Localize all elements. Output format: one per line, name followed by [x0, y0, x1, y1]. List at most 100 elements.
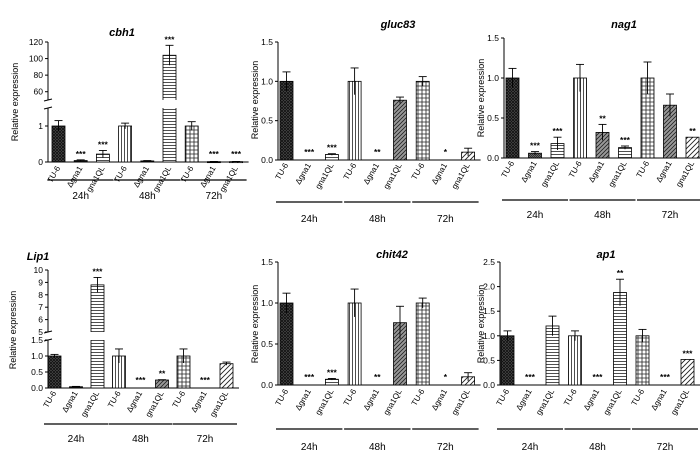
- x-tick-label: Δgna1: [587, 159, 607, 184]
- bar: [279, 80, 294, 161]
- x-tick-label: gna1QL: [218, 164, 240, 194]
- y-axis-label: Relative expression: [476, 285, 486, 364]
- group-label: 24h: [527, 210, 544, 221]
- y-tick-label: 9: [38, 277, 43, 287]
- x-tick-label: Δgna1: [654, 159, 674, 184]
- y-tick-label: 1.5: [31, 335, 43, 345]
- y-tick-label: 1.0: [31, 351, 43, 361]
- y-tick-label: 80: [34, 70, 44, 80]
- x-tick-label: TU-6: [630, 387, 647, 407]
- significance-label: ***: [327, 143, 338, 153]
- y-tick-label: 0.0: [261, 380, 273, 390]
- x-tick-label: Δgna1: [132, 164, 152, 189]
- x-tick-label: Δgna1: [294, 387, 314, 412]
- group-label: 48h: [369, 442, 386, 453]
- group-label: 24h: [522, 442, 539, 453]
- x-tick-label: Δgna1: [362, 387, 382, 412]
- chart-panel-ap1: ap1 Relative expression 0.0 0.5 1.0 1.5 2.0 2.5…: [476, 249, 700, 453]
- x-tick-label: Δgna1: [514, 387, 534, 412]
- y-tick-label: 1.0: [261, 298, 273, 308]
- bar: [47, 355, 62, 389]
- group-label: 24h: [301, 214, 318, 225]
- significance-label: ***: [209, 149, 220, 159]
- bar: [568, 335, 582, 386]
- x-tick-label: TU-6: [495, 387, 512, 407]
- x-tick-label: TU-6: [562, 387, 579, 407]
- significance-label: ***: [93, 266, 104, 276]
- significance-label: ***: [165, 34, 176, 44]
- significance-label: **: [689, 126, 696, 136]
- y-tick-label: 0.0: [483, 380, 495, 390]
- y-tick-label: 1.5: [483, 306, 495, 316]
- group-label: 72h: [662, 210, 679, 221]
- y-tick-label: 0.5: [483, 355, 495, 365]
- x-tick-label: gna1QL: [534, 387, 556, 417]
- chart-panel-lip1: Lip1 Relative expression 0.0 0.5 1.0 1.55 6 7 8 9…: [8, 251, 239, 445]
- significance-label: ***: [76, 149, 87, 159]
- bar: [219, 363, 234, 389]
- y-tick-label: 120: [29, 37, 43, 47]
- y-tick-label: 8: [38, 290, 43, 300]
- chart-panel-gluc83: gluc83 Relative expression 0.0 0.5 1.0 1.5 TU-…: [250, 19, 481, 225]
- y-tick-label: 0.5: [31, 367, 43, 377]
- bar-break-gap: [90, 332, 105, 340]
- x-tick-label: Δgna1: [198, 164, 218, 189]
- x-tick-label: TU-6: [106, 389, 123, 409]
- group-label: 72h: [437, 214, 454, 225]
- group-label: 24h: [301, 442, 318, 453]
- y-tick-label: 2.0: [483, 282, 495, 292]
- x-tick-label: Δgna1: [430, 161, 450, 186]
- significance-label: **: [374, 372, 381, 382]
- chart-panel-nag1: nag1 Relative expression 0.0 0.5 1.0 1.5 TU-6 *…: [476, 19, 700, 221]
- chart-title: cbh1: [109, 27, 135, 39]
- bar: [118, 125, 132, 163]
- x-tick-label: TU-6: [112, 164, 129, 184]
- y-tick-label: 0: [38, 157, 43, 167]
- x-tick-label: gna1QL: [314, 387, 336, 417]
- x-tick-label: gna1QL: [602, 387, 624, 417]
- x-tick-label: gna1QL: [79, 389, 101, 419]
- y-tick-label: 100: [29, 54, 43, 64]
- x-tick-label: TU-6: [42, 389, 59, 409]
- x-tick-label: Δgna1: [65, 164, 85, 189]
- x-tick-label: Δgna1: [189, 389, 209, 414]
- y-tick-label: 7: [38, 302, 43, 312]
- chart-title: gluc83: [380, 19, 416, 31]
- x-tick-label: gna1QL: [151, 164, 173, 194]
- bar: [155, 379, 169, 389]
- x-tick-label: TU-6: [410, 161, 427, 181]
- bar: [162, 54, 177, 163]
- bar: [613, 292, 627, 386]
- y-axis-label: Relative expression: [250, 285, 260, 364]
- significance-label: **: [159, 369, 166, 379]
- y-tick-label: 60: [34, 87, 44, 97]
- axis-break-mark: [43, 106, 53, 110]
- y-tick-label: 1.5: [261, 257, 273, 267]
- significance-label: ***: [304, 147, 315, 157]
- x-tick-label: TU-6: [342, 161, 359, 181]
- bar: [324, 378, 339, 386]
- y-axis-label: Relative expression: [476, 59, 486, 138]
- bar: [505, 77, 520, 159]
- x-tick-label: gna1QL: [674, 159, 696, 189]
- x-tick-label: gna1QL: [382, 161, 404, 191]
- bar: [393, 99, 407, 161]
- y-tick-label: 0.5: [487, 113, 499, 123]
- significance-label: ***: [304, 372, 315, 382]
- y-axis-label: Relative expression: [10, 63, 20, 142]
- x-tick-label: Δgna1: [582, 387, 602, 412]
- y-tick-label: 0.5: [261, 116, 273, 126]
- significance-label: ***: [660, 372, 671, 382]
- x-tick-label: gna1QL: [314, 161, 336, 191]
- x-tick-label: gna1QL: [450, 161, 472, 191]
- significance-label: *: [444, 372, 448, 382]
- x-tick-label: TU-6: [179, 164, 196, 184]
- y-tick-label: 1: [38, 121, 43, 131]
- x-tick-label: gna1QL: [85, 164, 107, 194]
- significance-label: ***: [231, 149, 242, 159]
- x-tick-label: Δgna1: [649, 387, 669, 412]
- y-tick-label: 0.0: [261, 155, 273, 165]
- significance-label: ***: [525, 372, 536, 382]
- significance-label: ***: [530, 141, 541, 151]
- y-tick-label: 1.0: [483, 331, 495, 341]
